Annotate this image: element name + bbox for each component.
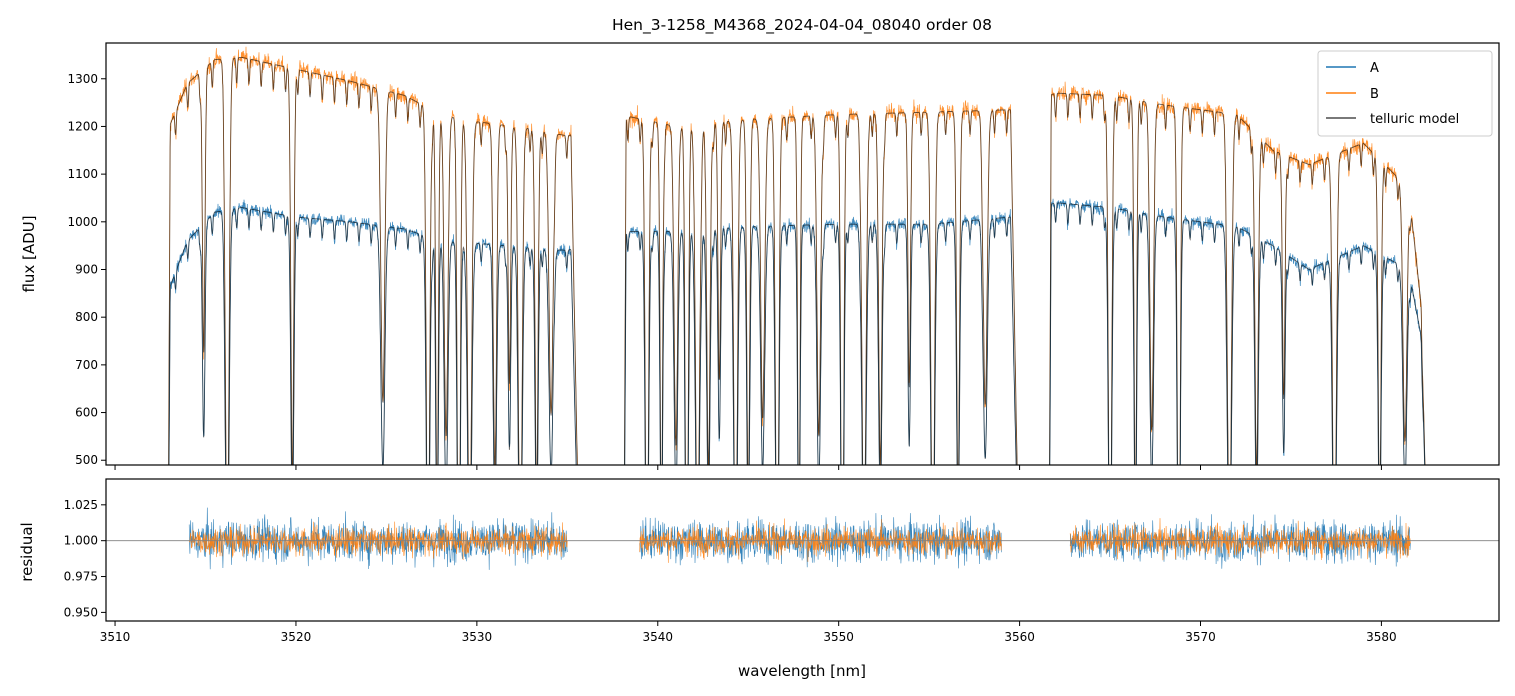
legend-box xyxy=(1317,50,1493,137)
residual-panel-frame xyxy=(105,478,1500,622)
flux-y-tick-label: 700 xyxy=(75,358,98,372)
residual-b-line xyxy=(639,518,1002,563)
flux-panel-frame xyxy=(105,42,1500,466)
residual-y-tick-label: 0.975 xyxy=(64,570,98,584)
x-axis-label: wavelength [nm] xyxy=(738,662,866,680)
residual-x-tick-label: 3580 xyxy=(1366,630,1397,644)
telluric-model-line xyxy=(624,216,1017,465)
legend-label-a: A xyxy=(1370,61,1379,76)
legend-label-telluric-model: telluric model xyxy=(1370,112,1459,127)
flux-y-tick-label: 500 xyxy=(75,453,98,467)
residual-y-tick-label: 1.025 xyxy=(64,498,98,512)
residual-x-tick-label: 3510 xyxy=(100,630,131,644)
telluric-model-line xyxy=(168,207,577,465)
flux-panel: 500 600 700 800 900 1000 1100 1200 1300 flux [AD… xyxy=(20,42,1500,470)
flux-y-tick-label: 1000 xyxy=(67,215,98,229)
residual-y-tick-label: 1.000 xyxy=(64,534,98,548)
legend: A B telluric model xyxy=(1317,50,1493,137)
residual-x-tick-label: 3520 xyxy=(281,630,312,644)
residual-y-tick-label: 0.950 xyxy=(64,605,98,619)
chart-title: Hen_3-1258_M4368_2024-04-04_08040 order … xyxy=(612,16,992,35)
flux-y-tick-label: 1300 xyxy=(67,72,98,86)
residual-panel: 0.950 0.975 1.000 1.025 3510 3520 3530 3540 355… xyxy=(18,478,1500,680)
telluric-model-line xyxy=(624,109,1018,465)
residual-x-tick-label: 3540 xyxy=(642,630,673,644)
residual-y-axis-label: residual xyxy=(18,522,36,581)
residual-x-tick-label: 3560 xyxy=(1004,630,1035,644)
flux-y-axis-label: flux [ADU] xyxy=(20,215,38,292)
telluric-model-line xyxy=(168,56,578,465)
residual-x-tick-label: 3570 xyxy=(1185,630,1216,644)
flux-y-tick-label: 800 xyxy=(75,310,98,324)
residual-x-tick-label: 3530 xyxy=(462,630,493,644)
flux-y-tick-label: 1200 xyxy=(67,119,98,133)
residual-x-tick-label: 3550 xyxy=(823,630,854,644)
series-b-line xyxy=(624,99,1018,465)
series-b-line xyxy=(1049,81,1426,465)
flux-y-tick-label: 900 xyxy=(75,262,98,276)
flux-y-tick-label: 1100 xyxy=(67,167,98,181)
legend-label-b: B xyxy=(1370,87,1379,102)
telluric-model-line xyxy=(1049,92,1426,465)
residual-b-line xyxy=(1069,518,1411,561)
flux-y-tick-label: 600 xyxy=(75,406,98,420)
telluric-model-line xyxy=(1049,202,1426,465)
